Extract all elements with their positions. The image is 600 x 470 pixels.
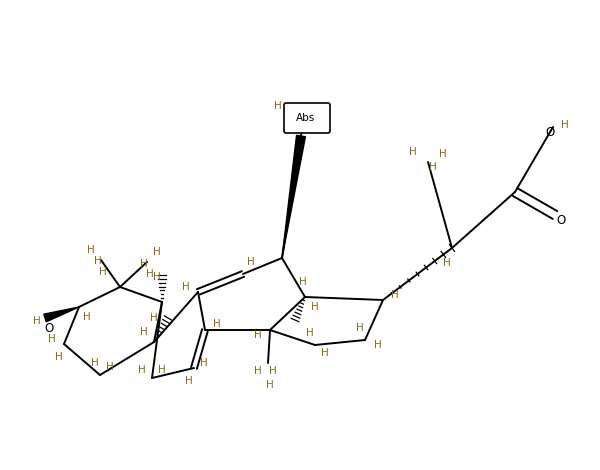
Text: H: H	[356, 323, 364, 333]
Text: H: H	[391, 290, 399, 300]
Text: H: H	[409, 147, 417, 157]
Text: O: O	[545, 125, 554, 139]
Text: H: H	[429, 162, 437, 172]
Text: H: H	[55, 352, 63, 362]
Text: H: H	[254, 366, 262, 376]
Text: H: H	[213, 319, 221, 329]
Text: H: H	[138, 365, 146, 375]
Text: H: H	[87, 245, 95, 255]
Text: H: H	[374, 340, 382, 350]
Text: H: H	[150, 313, 158, 323]
Text: H: H	[99, 267, 107, 277]
Text: H: H	[306, 328, 314, 338]
Polygon shape	[44, 307, 79, 322]
Text: Abs: Abs	[296, 113, 316, 123]
Text: H: H	[94, 256, 102, 266]
Text: O: O	[556, 213, 566, 227]
Text: H: H	[266, 380, 274, 390]
Text: H: H	[269, 366, 277, 376]
Text: H: H	[321, 348, 329, 358]
Text: H: H	[254, 330, 262, 340]
Text: H: H	[83, 312, 91, 322]
Text: H: H	[185, 376, 193, 386]
Text: H: H	[561, 120, 569, 130]
Text: H: H	[274, 101, 282, 111]
Text: H: H	[182, 282, 190, 292]
Text: H: H	[247, 257, 255, 267]
Text: H: H	[91, 358, 99, 368]
FancyBboxPatch shape	[284, 103, 330, 133]
Text: H: H	[439, 149, 447, 159]
Text: H: H	[311, 302, 319, 312]
Text: H: H	[443, 258, 451, 268]
Polygon shape	[282, 135, 305, 258]
Text: H: H	[153, 272, 161, 282]
Text: H: H	[33, 316, 41, 326]
Text: H: H	[200, 358, 208, 368]
Text: H: H	[153, 247, 161, 257]
Text: H: H	[140, 327, 148, 337]
Text: O: O	[44, 321, 53, 335]
Text: H: H	[158, 365, 166, 375]
Text: H: H	[48, 334, 56, 344]
Text: H: H	[106, 362, 114, 372]
Text: H: H	[299, 277, 307, 287]
Text: H: H	[146, 269, 154, 279]
Text: H: H	[140, 259, 148, 269]
